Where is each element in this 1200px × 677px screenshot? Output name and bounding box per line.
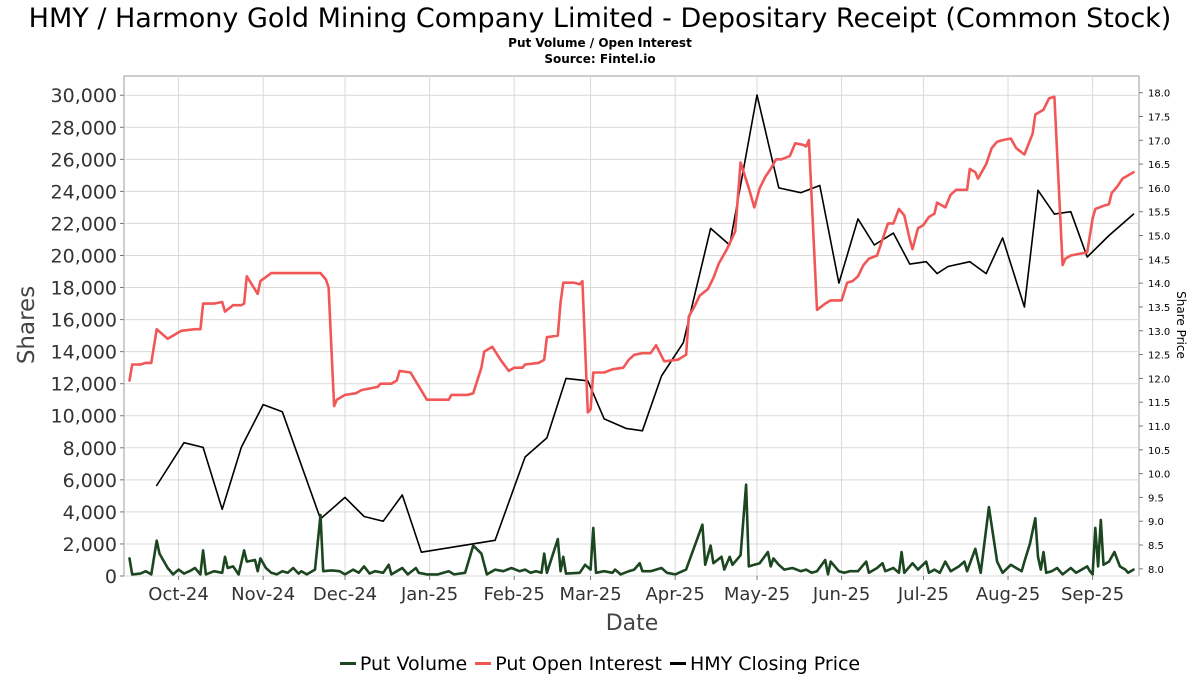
plot-area (123, 75, 1140, 577)
y2-tick-label: 9.0 (1148, 517, 1164, 528)
legend-item-closing-price: HMY Closing Price (669, 651, 861, 677)
x-tick-label: Sep-25 (1061, 584, 1124, 605)
y2-tick-label: 13.5 (1148, 303, 1170, 314)
x-tick-label: May-25 (724, 584, 790, 605)
legend-label-put-volume: Put Volume (359, 652, 468, 675)
x-tick-label: Aug-25 (976, 584, 1041, 605)
y2-tick-label: 11.0 (1148, 422, 1170, 433)
x-tick-label: Jan-25 (400, 584, 458, 605)
y2-tick-label: 10.0 (1148, 470, 1170, 481)
y-tick-label: 12,000 (51, 374, 117, 396)
x-tick-label: Dec-24 (313, 584, 377, 605)
y-tick-label: 20,000 (51, 245, 117, 267)
y-tick-label: 8,000 (63, 438, 117, 460)
y-tick-label: 16,000 (51, 310, 117, 332)
y2-tick-label: 10.5 (1148, 446, 1170, 457)
chart-subtitle: Put Volume / Open Interest (508, 36, 692, 50)
y-tick-label: 24,000 (51, 181, 117, 203)
chart-source: Source: Fintel.io (544, 52, 656, 66)
y-tick-label: 6,000 (63, 470, 117, 492)
y2-tick-label: 14.0 (1148, 279, 1170, 290)
y2-tick-label: 11.5 (1148, 398, 1170, 409)
legend-swatch-put-open-interest (475, 662, 492, 665)
x-tick-label: Apr-25 (645, 584, 704, 605)
y2-tick-label: 14.5 (1148, 255, 1170, 266)
x-tick-label: Oct-24 (148, 584, 209, 605)
y2-tick-label: 18.0 (1148, 89, 1170, 100)
y-tick-label: 14,000 (51, 342, 117, 364)
legend: Put Volume Put Open Interest HMY Closing… (0, 646, 1200, 677)
grid-lines (124, 76, 1139, 577)
series-line-put-open-interest (128, 95, 1135, 414)
y-tick-label: 4,000 (63, 502, 117, 524)
y-tick-label: 30,000 (51, 85, 117, 107)
y-tick-label: 2,000 (63, 534, 117, 556)
x-tick-label: Jul-25 (897, 584, 949, 605)
y2-tick-label: 12.5 (1148, 351, 1170, 362)
series-line-put-volume (128, 483, 1135, 576)
y-tick-label: 0 (105, 566, 117, 588)
y-tick-label: 28,000 (51, 117, 117, 139)
y2-tick-label: 15.5 (1148, 208, 1170, 219)
y2-tick-label: 16.0 (1148, 184, 1170, 195)
x-tick-label: Mar-25 (559, 584, 621, 605)
y2-axis-label: Share Price (1174, 291, 1188, 359)
x-tick-label: Jun-25 (812, 584, 871, 605)
y2-tick-label: 8.5 (1148, 541, 1164, 552)
y2-tick-label: 8.0 (1148, 565, 1164, 576)
legend-swatch-put-volume (339, 662, 356, 665)
series-line-hmy-closing-price (155, 94, 1135, 553)
y2-tick-label: 13.0 (1148, 327, 1170, 338)
legend-label-put-open-interest: Put Open Interest (495, 652, 662, 675)
y2-tick-label: 17.5 (1148, 112, 1170, 123)
y-tick-label: 10,000 (51, 406, 117, 428)
series-layer (128, 94, 1135, 576)
y2-tick-label: 9.5 (1148, 493, 1164, 504)
axes-layer: 0 2,000 4,000 6,000 8,000 10,000 12,000 14,000 1… (51, 85, 1171, 605)
y-tick-label: 26,000 (51, 149, 117, 171)
legend-item-put-open-interest: Put Open Interest (475, 651, 662, 677)
x-tick-label: Feb-25 (484, 584, 545, 605)
x-axis-label: Date (606, 611, 659, 636)
y-axis-label: Shares (14, 286, 40, 364)
legend-swatch-closing-price (669, 662, 686, 665)
legend-label-closing-price: HMY Closing Price (689, 652, 861, 675)
y2-tick-label: 17.0 (1148, 136, 1170, 147)
y2-tick-label: 16.5 (1148, 160, 1170, 171)
y2-tick-label: 12.0 (1148, 374, 1170, 385)
y2-tick-label: 15.0 (1148, 232, 1170, 243)
y-tick-label: 22,000 (51, 213, 117, 235)
y-tick-label: 18,000 (51, 278, 117, 300)
legend-item-put-volume: Put Volume (339, 651, 468, 677)
x-tick-label: Nov-24 (231, 584, 295, 605)
chart-title: HMY / Harmony Gold Mining Company Limite… (28, 3, 1172, 34)
